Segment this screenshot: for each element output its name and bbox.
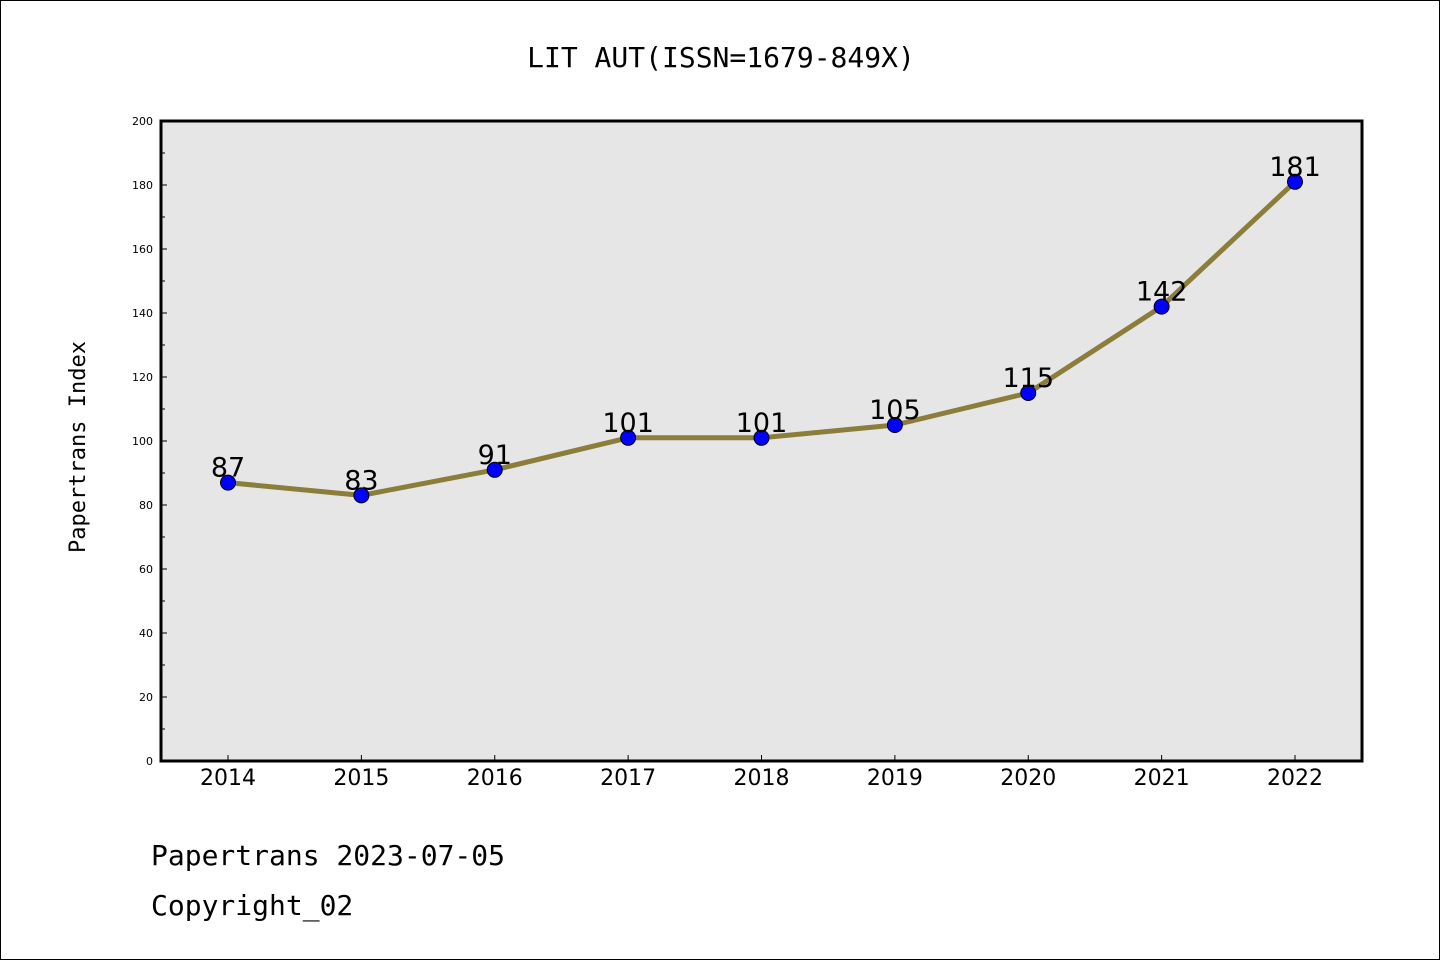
y-tick-label: 80 (139, 499, 153, 512)
footer-date-text: Papertrans 2023-07-05 (151, 839, 505, 872)
y-axis-label: Papertrans Index (66, 341, 91, 553)
data-point-marker (886, 417, 903, 433)
data-labels-group: 87 83 91 101 101 105 115 142 181 (211, 152, 1321, 497)
y-tick-label: 100 (132, 435, 153, 448)
data-point-marker (753, 429, 770, 446)
data-label: 87 (211, 453, 245, 484)
data-point-marker (353, 487, 370, 504)
data-point-marker (486, 461, 503, 478)
y-tick-label: 200 (132, 115, 153, 128)
data-label: 101 (602, 408, 654, 439)
y-tick-label: 120 (132, 371, 153, 384)
data-label: 115 (1002, 363, 1054, 394)
x-tick-label: 2022 (1267, 766, 1323, 791)
data-label: 83 (344, 465, 378, 496)
y-tick-label: 180 (132, 179, 153, 192)
y-tick-label: 60 (139, 563, 153, 576)
x-tick-label: 2019 (867, 766, 923, 791)
data-label: 101 (736, 408, 788, 439)
data-label: 105 (869, 395, 921, 426)
x-tick-label: 2017 (600, 766, 656, 791)
x-axis-ticks: 2014 2015 2016 2017 2018 2019 2020 2021 2022 (200, 755, 1323, 791)
data-label: 142 (1136, 277, 1188, 308)
chart-title: LIT AUT(ISSN=1679-849X) (527, 41, 915, 74)
footer-copyright-text: Copyright_02 (151, 889, 353, 923)
x-tick-label: 2015 (333, 766, 389, 791)
data-point-marker (220, 474, 236, 491)
data-label: 91 (478, 440, 512, 471)
y-tick-label: 160 (132, 243, 153, 256)
y-tick-label: 20 (139, 691, 153, 704)
y-tick-label: 140 (132, 307, 153, 320)
data-point-marker (1287, 173, 1303, 190)
x-tick-label: 2014 (200, 766, 256, 791)
x-tick-label: 2021 (1134, 766, 1190, 791)
data-point-marker (620, 429, 637, 446)
y-tick-label: 40 (139, 627, 153, 640)
data-point-marker (1153, 298, 1170, 315)
x-tick-label: 2016 (467, 766, 523, 791)
data-label: 181 (1269, 152, 1321, 183)
series-line-group (220, 173, 1303, 504)
y-axis-ticks: 0 20 40 60 80 100 120 140 160 180 200 (132, 115, 167, 768)
x-tick-label: 2018 (734, 766, 790, 791)
y-tick-label: 0 (146, 755, 153, 768)
data-point-marker (1020, 385, 1037, 401)
x-tick-label: 2020 (1000, 766, 1056, 791)
